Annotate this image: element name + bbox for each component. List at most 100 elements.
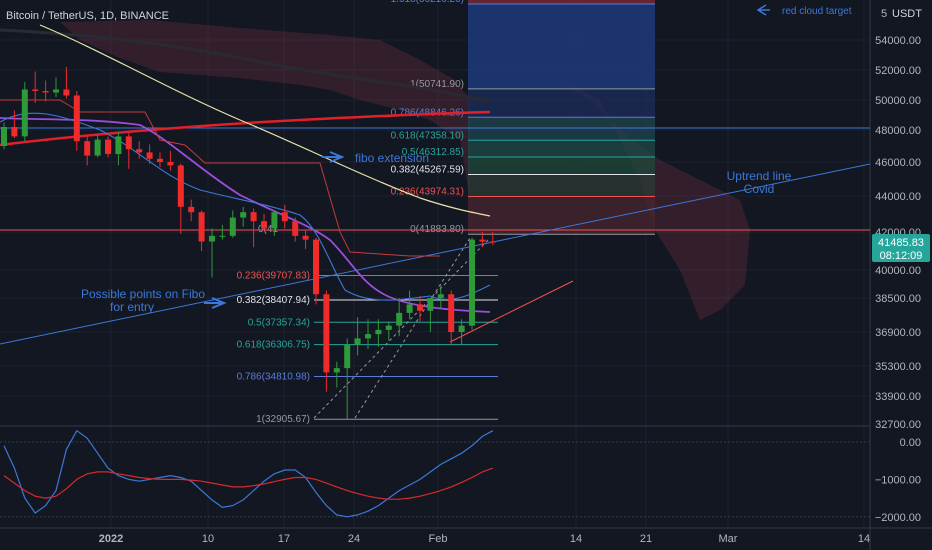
fib-ext-label-0.5: 0.5(46312.85) bbox=[402, 147, 464, 158]
support-trend-line bbox=[449, 280, 574, 343]
price-tick-label: 46000.00 bbox=[875, 157, 921, 169]
candle-body bbox=[177, 165, 184, 207]
price-tick-label: 35300.00 bbox=[875, 361, 921, 373]
candle-body bbox=[448, 294, 455, 332]
candle-body bbox=[479, 239, 486, 242]
candle-body bbox=[250, 212, 257, 222]
candle-body bbox=[167, 162, 174, 166]
osc-tick-label: −2000.00 bbox=[875, 512, 921, 524]
fib-ret-label-0.382: 0.382(38407.94) bbox=[237, 295, 310, 306]
arrow-left-icon bbox=[756, 4, 770, 16]
time-tick-label: Feb bbox=[429, 533, 448, 545]
arrow-right-icon bbox=[322, 151, 345, 163]
candle-body bbox=[281, 212, 288, 222]
price-tick-label: 40000.00 bbox=[875, 265, 921, 277]
candle-body bbox=[32, 89, 39, 91]
last-price-value: 41485.83 bbox=[878, 237, 924, 249]
fib-band-1.618 bbox=[468, 4, 655, 89]
ma-purple bbox=[0, 117, 491, 313]
price-tick-label: 44000.00 bbox=[875, 191, 921, 203]
fib-ext-label-0.382: 0.382(45267.59) bbox=[391, 164, 464, 175]
candle-body bbox=[489, 241, 496, 243]
fib-ret-label-0.5: 0.5(37357.34) bbox=[248, 317, 310, 328]
currency-label[interactable]: USDT bbox=[892, 8, 922, 20]
candle-body bbox=[292, 221, 299, 236]
price-tick-label: 33900.00 bbox=[875, 391, 921, 403]
candles bbox=[1, 67, 496, 420]
oscillator-panel bbox=[0, 429, 870, 518]
candle-body bbox=[469, 239, 475, 326]
arrow-right-icon bbox=[204, 297, 227, 309]
fib-ret-label-0.786: 0.786(34810.98) bbox=[237, 371, 310, 382]
candle-body bbox=[354, 338, 361, 345]
osc-series-blue bbox=[3, 429, 494, 518]
uptrend-line-covid bbox=[0, 163, 871, 345]
fib-band-0.5 bbox=[468, 156, 655, 175]
time-tick-label: 14 bbox=[858, 533, 870, 545]
candle-body bbox=[437, 294, 444, 298]
candle-body bbox=[136, 149, 143, 153]
time-tick-label: 24 bbox=[348, 533, 360, 545]
candle-body bbox=[344, 344, 351, 369]
candle-body bbox=[302, 235, 309, 240]
candle-body bbox=[84, 141, 91, 156]
time-axis: 2022 10 17 24 Feb 14 21 Mar 14 bbox=[99, 533, 870, 545]
red-cloud-target-label: red cloud target bbox=[782, 6, 852, 17]
chart-title: Bitcoin / TetherUS, 1D, BINANCE bbox=[6, 10, 169, 22]
candle-body bbox=[115, 136, 122, 154]
candle-body bbox=[63, 89, 70, 96]
fib-ret-label-1: 1(32905.67) bbox=[256, 414, 310, 425]
ma-black bbox=[0, 28, 491, 104]
fib-ext-label-0.618: 0.618(47358.10) bbox=[391, 130, 464, 141]
fib-ret-label-0.236: 0.236(39707.83) bbox=[237, 270, 310, 281]
candle-body bbox=[417, 304, 423, 311]
fib-band-0.618 bbox=[468, 140, 655, 157]
candle-body bbox=[94, 139, 101, 156]
candle-body bbox=[146, 152, 153, 159]
price-tick-label: 50000.00 bbox=[875, 95, 921, 107]
price-tick-label: 52000.00 bbox=[875, 65, 921, 77]
candle-body bbox=[53, 89, 59, 93]
fib-ext-label-1.618: 1.618(56216.20) bbox=[391, 0, 464, 5]
covid-label: Covid bbox=[744, 182, 775, 196]
candle-body bbox=[188, 206, 195, 213]
candle-body bbox=[42, 91, 49, 93]
fib-ret-label-0.618: 0.618(36306.75) bbox=[237, 340, 310, 351]
fib-band-1 bbox=[468, 88, 655, 118]
osc-series-red bbox=[3, 467, 494, 500]
price-tick-label: 36900.00 bbox=[875, 327, 921, 339]
candle-body bbox=[365, 334, 371, 339]
candle-body bbox=[209, 235, 215, 242]
candle-body bbox=[11, 127, 18, 137]
candle-body bbox=[198, 212, 205, 242]
possible-points-label: Possible points on Fibo bbox=[81, 287, 205, 301]
candle-body bbox=[323, 294, 330, 373]
price-tick-label: 38500.00 bbox=[875, 293, 921, 305]
candle-body bbox=[261, 221, 267, 229]
candle-body bbox=[313, 239, 319, 295]
price-tick-label: 54000.00 bbox=[875, 35, 921, 47]
price-tick-label: 32700.00 bbox=[875, 419, 921, 431]
fib-ext-label-0.236: 0.236(43974.31) bbox=[391, 186, 464, 197]
time-tick-label: 10 bbox=[202, 533, 214, 545]
price-axis-top-tick: 5 bbox=[881, 8, 887, 20]
last-price-badge bbox=[872, 234, 930, 262]
fib-band-0.786 bbox=[468, 117, 655, 141]
ma-blue bbox=[0, 112, 491, 301]
cloud-area-left bbox=[60, 20, 470, 200]
fib-band-top bbox=[468, 0, 655, 4]
candle-body bbox=[229, 217, 236, 236]
for-entry-label: for entry bbox=[110, 300, 154, 314]
uptrend-line-label: Uptrend line bbox=[727, 169, 792, 183]
fib-band-0.382 bbox=[468, 174, 655, 197]
candle-body bbox=[271, 212, 278, 229]
candle-body bbox=[125, 136, 132, 150]
price-tick-label: 48000.00 bbox=[875, 125, 921, 137]
fib-ext-label-0.786: 0.786(48846.26) bbox=[391, 107, 464, 118]
osc-tick-label: −1000.00 bbox=[875, 474, 921, 486]
bar-countdown: 08:12:09 bbox=[880, 250, 923, 262]
osc-tick-label: 0.00 bbox=[900, 437, 921, 449]
fib-extension: 1.618(56216.20) 1(50741.90) 0.786(48846.26… bbox=[391, 0, 655, 235]
